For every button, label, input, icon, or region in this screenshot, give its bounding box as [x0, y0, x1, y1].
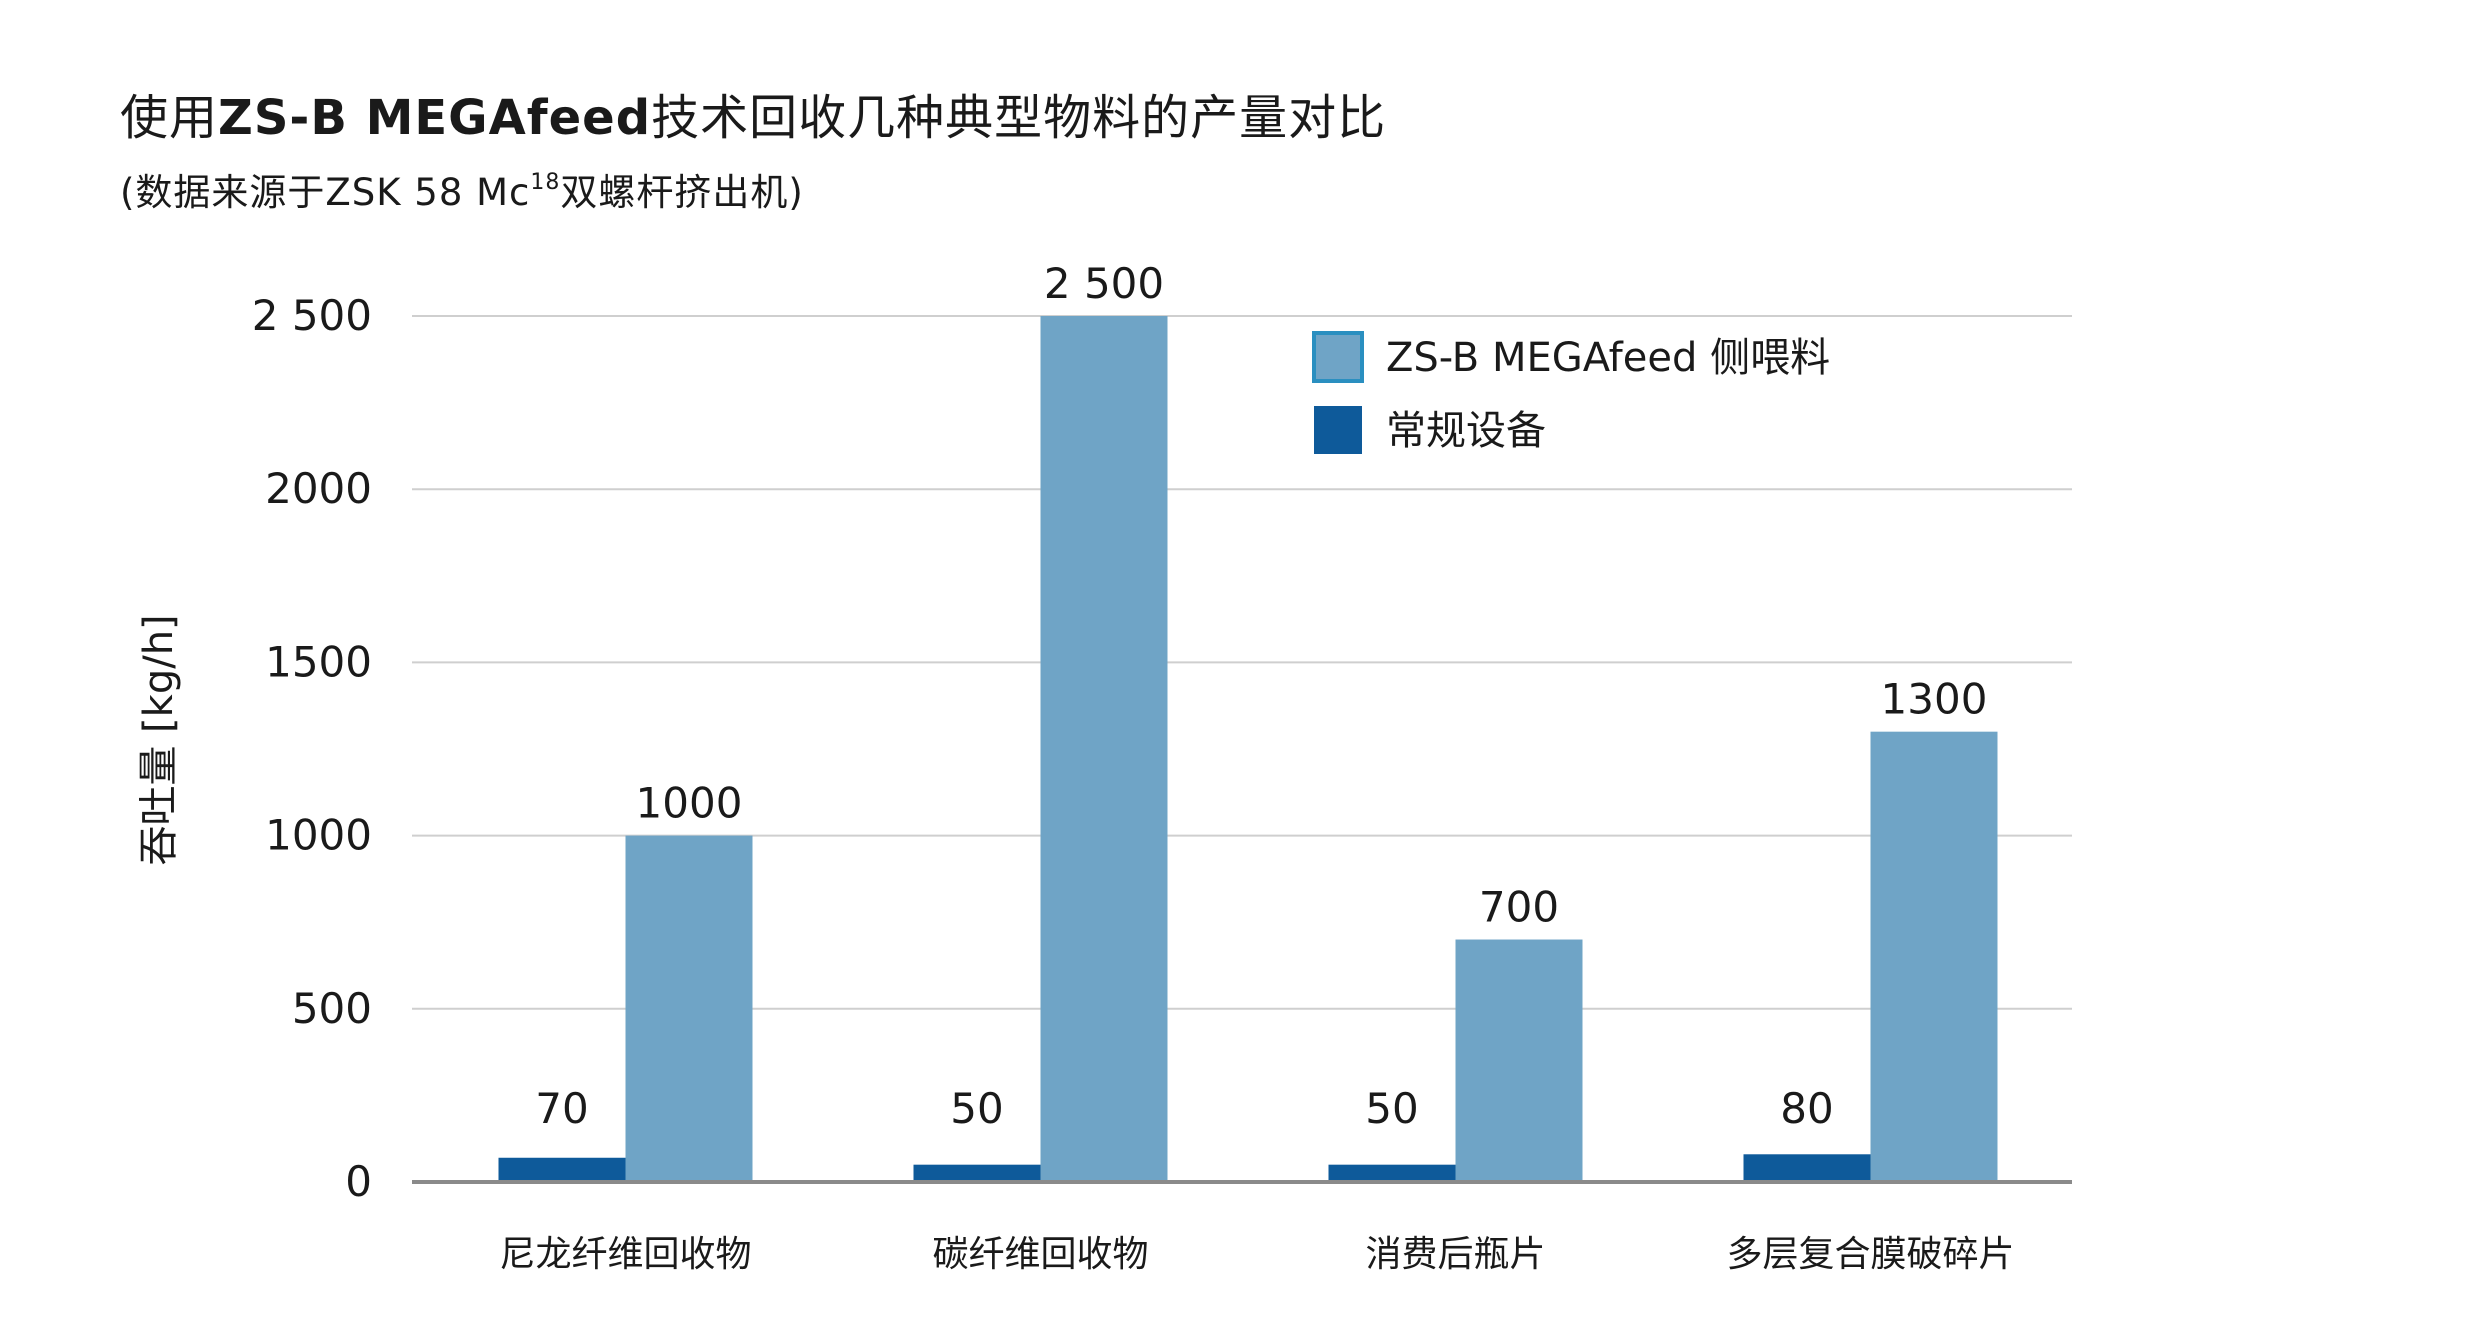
subtitle-before-sup: (数据来源于ZSK 58 Mc	[120, 171, 531, 214]
title-block: 使用ZS-B MEGAfeed技术回收几种典型物料的产量对比 (数据来源于ZSK…	[120, 78, 1386, 216]
data-label: 1300	[1881, 675, 1988, 724]
category-label: 碳纤维回收物	[932, 1234, 1148, 1275]
subtitle-after-sup: 双螺杆挤出机)	[560, 171, 804, 214]
title-suffix: 技术回收几种典型物料的产量对比	[651, 90, 1387, 146]
bar-conventional	[1328, 1164, 1456, 1182]
category-label: 消费后瓶片	[1365, 1234, 1545, 1275]
y-tick-label: 1000	[265, 811, 372, 860]
data-label: 1000	[636, 779, 743, 828]
category-labels: 尼龙纤维回收物 碳纤维回收物 消费后瓶片 多层复合膜破碎片	[499, 1234, 2014, 1275]
legend-label: 常规设备	[1386, 408, 1546, 454]
bar-conventional	[1743, 1154, 1871, 1182]
y-tick-label: 0	[345, 1157, 372, 1206]
bar-megafeed	[1455, 939, 1583, 1182]
legend-label: ZS-B MEGAfeed 侧喂料	[1386, 335, 1830, 381]
data-label: 50	[1365, 1084, 1418, 1133]
y-tick-label: 2000	[265, 464, 372, 513]
bars	[498, 316, 1998, 1182]
y-tick-label: 2 500	[252, 291, 372, 340]
data-label: 50	[950, 1084, 1003, 1133]
title-prefix: 使用	[120, 90, 219, 146]
data-label: 2 500	[1044, 259, 1164, 308]
y-tick-label: 1500	[265, 637, 372, 686]
data-label: 70	[535, 1084, 588, 1133]
subtitle-superscript: 18	[530, 170, 561, 195]
title-brand: ZS-B MEGAfeed	[218, 90, 652, 146]
category-label: 尼龙纤维回收物	[499, 1234, 751, 1275]
data-label: 700	[1479, 883, 1559, 932]
y-tick-labels: 0 500 1000 1500 2000 2 500	[252, 291, 372, 1206]
chart-subtitle: (数据来源于ZSK 58 Mc18双螺杆挤出机)	[120, 162, 1386, 216]
data-label: 80	[1780, 1084, 1833, 1133]
data-labels: 70 1000 50 2 500 50 700 80 1300	[535, 259, 1987, 1133]
bar-conventional	[913, 1164, 1041, 1182]
bar-megafeed	[1040, 316, 1168, 1182]
chart-title: 使用ZS-B MEGAfeed技术回收几种典型物料的产量对比	[120, 78, 1386, 148]
bar-megafeed	[625, 835, 753, 1182]
y-tick-label: 500	[292, 984, 372, 1033]
legend-swatch	[1314, 406, 1362, 454]
category-label: 多层复合膜破碎片	[1726, 1234, 2014, 1275]
legend-swatch	[1312, 331, 1364, 383]
y-axis-title: 吞吐量 [kg/h]	[136, 614, 182, 865]
bar-megafeed	[1870, 731, 1998, 1182]
bar-conventional	[498, 1157, 626, 1182]
